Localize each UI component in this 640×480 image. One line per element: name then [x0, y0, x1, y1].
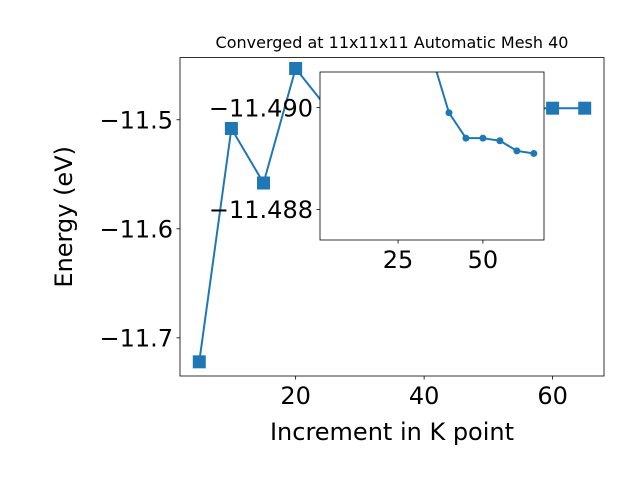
- main-series: [192, 62, 592, 369]
- main-plot-frame: [179, 57, 605, 377]
- inset-data-point: [530, 149, 538, 157]
- main-y-tick-label: −11.6: [99, 215, 173, 243]
- main-y-axis: −11.7 −11.6 −11.5: [99, 106, 180, 352]
- chart-title: Converged at 11x11x11 Automatic Mesh 40: [216, 33, 569, 52]
- inset-data-point: [462, 134, 470, 142]
- main-x-tick-label: 60: [537, 382, 568, 410]
- main-x-tick-label: 20: [280, 382, 311, 410]
- inset-y-tick-label: −11.490: [209, 94, 313, 122]
- inset-data-point: [479, 134, 487, 142]
- main-data-point: [224, 121, 238, 135]
- inset-data-point: [513, 147, 521, 155]
- y-axis-label: Energy (eV): [50, 146, 78, 288]
- main-y-tick-label: −11.5: [99, 106, 173, 134]
- inset-x-axis: 25 50: [383, 240, 498, 274]
- main-data-point: [257, 176, 271, 190]
- main-data-point: [546, 101, 560, 115]
- main-y-tick-label: −11.7: [99, 324, 173, 352]
- main-data-point: [289, 62, 303, 76]
- inset-data-point: [445, 109, 453, 117]
- inset-x-tick-label: 50: [468, 246, 499, 274]
- inset-data-point: [496, 137, 504, 145]
- inset-y-tick-label: −11.488: [209, 196, 313, 224]
- main-x-tick-label: 40: [409, 382, 440, 410]
- main-data-point: [578, 101, 592, 115]
- main-data-point: [192, 355, 206, 369]
- inset-series-group: [435, 72, 538, 157]
- inset-background: [320, 72, 544, 240]
- inset-series: [435, 72, 538, 157]
- main-x-axis: 20 40 60: [280, 376, 568, 410]
- inset-x-tick-label: 25: [383, 246, 414, 274]
- x-axis-label: Increment in K point: [270, 418, 514, 446]
- inset-y-axis: −11.490 −11.488: [209, 94, 320, 224]
- inset-plot-frame: [319, 71, 545, 241]
- main-series-group: [192, 62, 592, 369]
